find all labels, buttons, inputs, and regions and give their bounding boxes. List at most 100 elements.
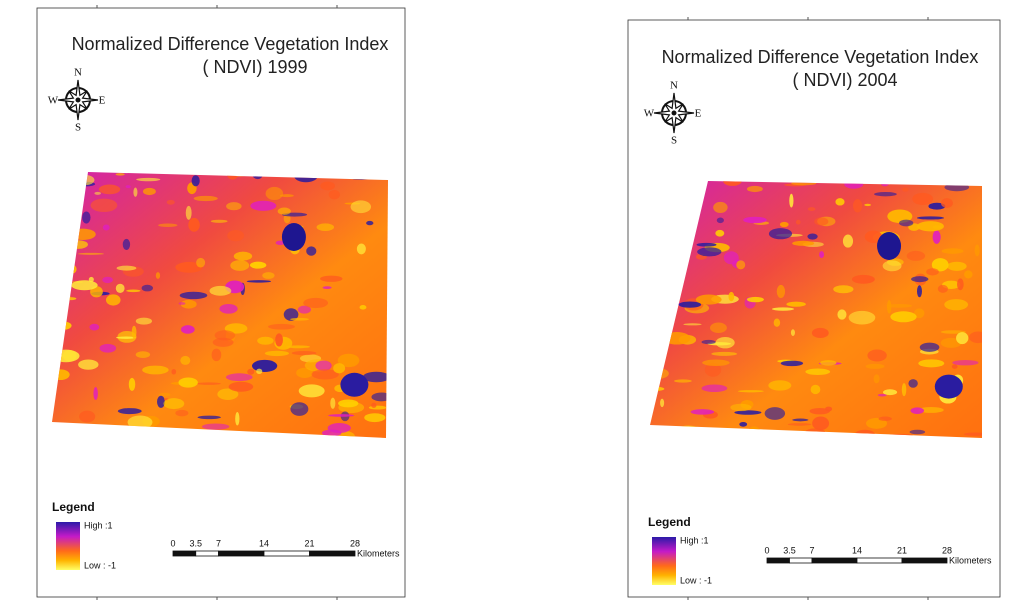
compass-n: N <box>670 80 678 92</box>
raster-patch <box>264 350 289 357</box>
raster-patch <box>175 409 189 417</box>
scale-segment <box>766 557 790 564</box>
raster-patch <box>974 244 980 257</box>
raster-patch <box>356 243 366 255</box>
scale-label: 3.5 <box>189 538 202 548</box>
raster-patch <box>210 219 228 223</box>
raster-patch <box>842 234 854 248</box>
scale-segment <box>195 550 219 557</box>
raster-patch <box>180 299 197 309</box>
raster-patch <box>864 203 872 207</box>
raster-patch <box>709 322 727 334</box>
raster-patch <box>807 233 818 240</box>
raster-patch <box>737 390 764 393</box>
legend-title: Legend <box>52 500 95 514</box>
raster-patch <box>262 272 275 279</box>
raster-patch <box>695 294 722 305</box>
raster-patch <box>281 223 306 251</box>
raster-patch <box>932 230 941 244</box>
raster-patch <box>937 284 948 293</box>
raster-patch <box>191 175 200 187</box>
map-title: ( NDVI) 2004 <box>792 70 897 90</box>
raster-patch <box>178 377 198 388</box>
raster-patch <box>764 407 786 420</box>
raster-patch <box>214 330 236 341</box>
raster-patch <box>127 415 153 429</box>
raster-patch <box>275 333 283 347</box>
raster-patch <box>812 416 830 431</box>
compass-center <box>671 110 677 116</box>
raster-patch <box>909 429 926 435</box>
raster-patch <box>941 248 964 254</box>
raster-patch <box>217 388 239 400</box>
raster-patch <box>768 380 792 391</box>
raster-patch <box>279 194 294 198</box>
raster-patch <box>193 195 218 202</box>
raster-patch <box>944 299 969 311</box>
raster-patch <box>99 343 117 353</box>
raster-patch <box>290 402 309 416</box>
raster-patch <box>122 238 131 250</box>
raster-patch <box>913 308 925 319</box>
raster-patch <box>786 301 806 307</box>
scale-label: 28 <box>350 538 360 548</box>
north-arrow: N S E W <box>644 80 702 147</box>
raster-patch <box>105 294 121 306</box>
raster-patch <box>115 336 136 339</box>
raster-patch <box>227 229 245 242</box>
compass-n: N <box>74 67 82 79</box>
raster-patch <box>911 276 929 283</box>
raster-patch <box>277 207 291 215</box>
raster-patch <box>290 317 309 321</box>
raster-patch <box>265 186 284 201</box>
legend-ramp <box>652 537 676 585</box>
raster-patch <box>683 323 702 326</box>
raster-patch <box>322 286 332 290</box>
ndvi-raster <box>650 181 982 438</box>
raster-patch <box>136 177 161 182</box>
raster-patch <box>333 363 346 374</box>
raster-patch <box>877 232 902 260</box>
raster-patch <box>713 201 728 213</box>
raster-patch <box>228 381 254 392</box>
raster-patch <box>805 368 831 376</box>
raster-patch <box>230 260 250 271</box>
raster-patch <box>366 220 374 226</box>
north-arrow: N S E W <box>48 67 106 134</box>
raster-patch <box>852 199 863 213</box>
raster-patch <box>951 364 958 369</box>
raster-patch <box>780 360 804 367</box>
raster-patch <box>877 393 887 397</box>
raster-patch <box>690 409 715 415</box>
raster-patch <box>116 265 137 271</box>
raster-patch <box>211 348 222 362</box>
raster-patch <box>866 417 888 429</box>
raster-patch <box>878 416 892 421</box>
raster-patch <box>901 383 907 397</box>
raster-patch <box>328 414 355 417</box>
raster-patch <box>180 325 195 334</box>
raster-patch <box>250 200 277 211</box>
raster-patch <box>252 359 278 372</box>
raster-patch <box>117 408 142 415</box>
raster-patch <box>197 415 221 420</box>
raster-patch <box>362 371 388 383</box>
scale-label: 0 <box>764 545 769 555</box>
raster-patch <box>912 192 934 205</box>
raster-patch <box>201 423 230 430</box>
raster-patch <box>78 359 99 370</box>
raster-patch <box>77 252 105 255</box>
raster-patch <box>188 217 200 232</box>
raster-patch <box>789 193 794 208</box>
raster-patch <box>704 362 722 377</box>
raster-patch <box>142 187 156 196</box>
compass-w: W <box>644 108 655 120</box>
raster-patch <box>934 374 963 399</box>
raster-patch <box>701 384 728 393</box>
raster-patch <box>867 349 887 362</box>
raster-patch <box>126 289 141 293</box>
raster-patch <box>833 285 854 294</box>
raster-patch <box>835 198 845 206</box>
legend-title: Legend <box>648 515 691 529</box>
raster-patch <box>890 311 917 323</box>
